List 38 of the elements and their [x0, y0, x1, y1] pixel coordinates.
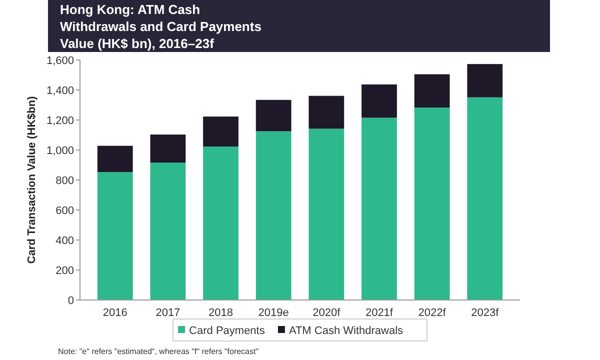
x-tick-label: 2016: [102, 307, 128, 319]
y-tick-label: 600: [56, 204, 74, 217]
y-tick-label: 1,400: [46, 84, 74, 97]
chart-title: Hong Kong: ATM Cash Withdrawals and Card Payments Value (HK$ bn), 2016–23f: [60, 2, 262, 51]
bar: [203, 146, 238, 300]
bar: [414, 74, 450, 108]
text: Note: "e" refers "estimated", whereas "f" refers "forecast": [58, 347, 259, 356]
bar: [97, 172, 133, 300]
x-tick-label: 2021f: [365, 307, 394, 319]
legend-label: Card Payments: [189, 324, 266, 337]
y-axis-title: Card Transaction Value (HK$bn): [26, 96, 38, 264]
bar: [362, 84, 397, 118]
bar: [256, 100, 292, 132]
bar: [362, 118, 397, 300]
bar: [467, 64, 503, 98]
bar: [308, 96, 344, 129]
x-tick-label: 2022f: [418, 307, 447, 319]
bar: [150, 162, 186, 300]
x-tick-label: 2020f: [312, 307, 342, 319]
legend-label: ATM Cash Withdrawals: [288, 324, 404, 337]
y-tick-label: 1,600: [46, 54, 74, 67]
bar: [203, 116, 238, 147]
bar: [414, 108, 450, 300]
y-tick-label: 1,000: [46, 144, 74, 157]
bar: [150, 134, 186, 163]
y-tick-label: 0: [68, 294, 74, 307]
x-tick-label: 2019e: [258, 307, 289, 319]
bar: [97, 146, 133, 172]
x-tick-label: 2023f: [471, 307, 500, 319]
y-tick-label: 1,200: [46, 114, 74, 127]
x-tick-label: 2018: [208, 307, 234, 319]
x-tick-label: 2017: [156, 307, 180, 319]
bar: [467, 97, 503, 300]
y-tick-label: 800: [56, 174, 74, 187]
bar: [308, 128, 344, 300]
y-tick-label: 200: [56, 264, 74, 277]
y-tick-label: 400: [56, 234, 74, 247]
bar: [256, 131, 292, 300]
